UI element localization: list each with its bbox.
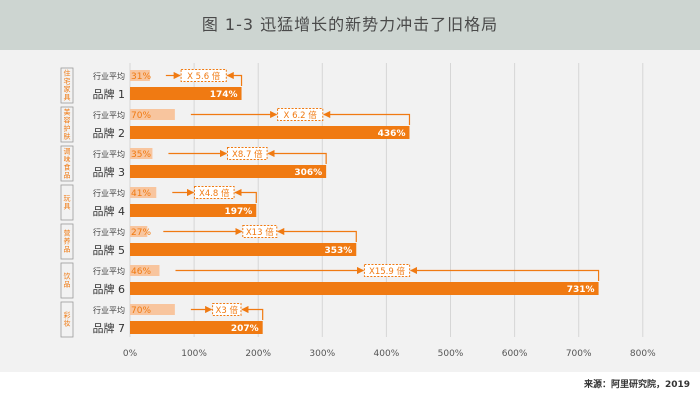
x-tick-label: 200% bbox=[245, 349, 271, 359]
avg-row-label: 行业平均 bbox=[93, 110, 125, 120]
source-note: 来源：阿里研究院，2019 bbox=[583, 380, 690, 390]
avg-bar bbox=[130, 148, 153, 159]
multiplier-label: X8.7 倍 bbox=[232, 149, 263, 160]
x-tick-label: 100% bbox=[181, 349, 207, 359]
avg-value-label: 70% bbox=[131, 306, 151, 316]
brand-bar bbox=[130, 321, 263, 334]
brand-value-label: 174% bbox=[210, 90, 238, 100]
brand-label: 品牌 7 bbox=[93, 321, 126, 335]
multiplier-box bbox=[180, 69, 227, 82]
x-tick-label: 0% bbox=[123, 349, 138, 359]
brand-bar bbox=[130, 243, 357, 256]
x-tick-label: 800% bbox=[630, 349, 656, 359]
avg-row-label: 行业平均 bbox=[93, 149, 125, 159]
avg-row-label: 行业平均 bbox=[93, 71, 125, 81]
avg-value-label: 46% bbox=[131, 267, 151, 277]
multiplier-arrow-right bbox=[226, 71, 243, 86]
x-tick-label: 700% bbox=[566, 349, 592, 359]
avg-bar bbox=[130, 265, 160, 276]
multiplier-box bbox=[226, 147, 268, 160]
brand-label: 品牌 4 bbox=[93, 204, 126, 218]
avg-row-label: 行业平均 bbox=[93, 266, 125, 276]
multiplier-box bbox=[363, 264, 411, 277]
category-label: 美容护肤 bbox=[64, 108, 71, 141]
avg-bar bbox=[130, 70, 150, 81]
avg-bar bbox=[130, 304, 175, 315]
brand-value-label: 353% bbox=[324, 246, 352, 256]
multiplier-label: X13 倍 bbox=[246, 227, 274, 238]
multiplier-arrow-right bbox=[241, 305, 264, 320]
avg-value-label: 35% bbox=[131, 150, 151, 160]
category-box bbox=[60, 262, 74, 299]
category-label: 营养品 bbox=[64, 229, 71, 254]
brand-bar bbox=[130, 165, 327, 178]
avg-row-label: 行业平均 bbox=[93, 305, 125, 315]
category-box bbox=[60, 67, 74, 104]
brand-label: 品牌 1 bbox=[93, 87, 126, 101]
brand-bar bbox=[130, 204, 257, 217]
x-tick-label: 300% bbox=[309, 349, 335, 359]
brand-value-label: 731% bbox=[567, 285, 595, 295]
avg-row-label: 行业平均 bbox=[93, 227, 125, 237]
multiplier-arrow-right bbox=[409, 266, 600, 281]
avg-bar bbox=[130, 187, 157, 198]
x-tick-label: 500% bbox=[438, 349, 464, 359]
multiplier-arrow-right bbox=[267, 149, 327, 164]
multiplier-arrow-right bbox=[277, 227, 357, 242]
brand-bar bbox=[130, 87, 242, 100]
category-box bbox=[60, 301, 74, 338]
avg-row-label: 行业平均 bbox=[93, 188, 125, 198]
avg-value-label: 31% bbox=[131, 72, 151, 82]
title-banner bbox=[0, 0, 700, 50]
category-label: 住宅家具 bbox=[64, 69, 71, 102]
chart-panel bbox=[0, 50, 700, 372]
multiplier-box bbox=[277, 108, 324, 121]
brand-bar bbox=[130, 282, 599, 295]
category-label: 彩妆 bbox=[64, 311, 71, 328]
multiplier-arrow-right bbox=[323, 110, 411, 125]
category-box bbox=[60, 106, 74, 143]
multiplier-label: X4.8 倍 bbox=[199, 188, 230, 199]
category-box bbox=[60, 184, 74, 221]
multiplier-arrow-right bbox=[234, 188, 257, 203]
category-label: 饮品 bbox=[64, 272, 71, 289]
x-tick-label: 400% bbox=[374, 349, 400, 359]
multiplier-box bbox=[242, 225, 278, 238]
avg-bar bbox=[130, 226, 148, 237]
avg-value-label: 70% bbox=[131, 111, 151, 121]
brand-value-label: 197% bbox=[224, 207, 252, 217]
multiplier-label: X3 倍 bbox=[216, 305, 239, 316]
multiplier-label: X 6.2 倍 bbox=[284, 110, 318, 121]
brand-value-label: 436% bbox=[378, 129, 406, 139]
brand-value-label: 207% bbox=[231, 324, 259, 334]
multiplier-label: X15.9 倍 bbox=[369, 266, 405, 277]
brand-label: 品牌 3 bbox=[93, 165, 126, 179]
category-label: 玩具 bbox=[64, 195, 71, 211]
brand-label: 品牌 2 bbox=[93, 126, 126, 140]
x-tick-label: 600% bbox=[502, 349, 528, 359]
avg-bar bbox=[130, 109, 175, 120]
bar-chart: 0% 100% 200% 300% 400% 500% 600% 700% 800%住宅家具行业… bbox=[60, 63, 656, 359]
multiplier-label: X 5.6 倍 bbox=[187, 71, 221, 82]
chart-title: 图 1-3 迅猛增长的新势力冲击了旧格局 bbox=[201, 15, 499, 34]
category-box bbox=[60, 145, 74, 182]
category-label: 调味食品 bbox=[64, 147, 71, 180]
multiplier-box bbox=[193, 186, 235, 199]
brand-value-label: 306% bbox=[294, 168, 322, 178]
brand-label: 品牌 6 bbox=[93, 282, 126, 296]
brand-bar bbox=[130, 126, 410, 139]
avg-value-label: 27% bbox=[131, 228, 151, 238]
brand-label: 品牌 5 bbox=[93, 243, 126, 257]
category-box bbox=[60, 223, 74, 260]
avg-value-label: 41% bbox=[131, 189, 151, 199]
multiplier-box bbox=[212, 303, 242, 316]
